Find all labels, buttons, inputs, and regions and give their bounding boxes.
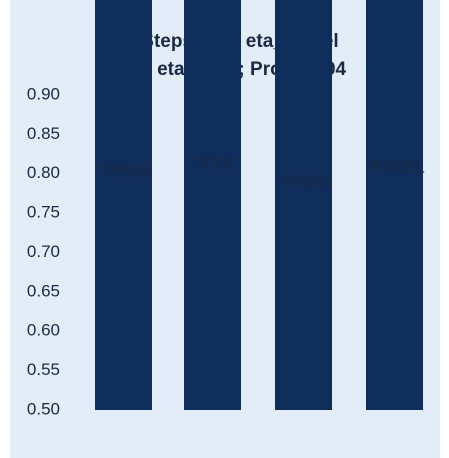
y-tick-label: 0.90 bbox=[27, 84, 60, 103]
category-label: RANS bbox=[283, 171, 330, 190]
y-tick-label: 0.60 bbox=[27, 321, 60, 340]
category-label: Meyne bbox=[101, 159, 152, 178]
y-tick-label: 0.80 bbox=[27, 163, 60, 182]
category-label: ITTC bbox=[197, 154, 235, 173]
bar-segment bbox=[95, 0, 152, 410]
y-tick-label: 0.65 bbox=[27, 281, 60, 300]
bar-segment bbox=[366, 0, 423, 410]
y-tick-label: 0.70 bbox=[27, 242, 60, 261]
y-tick-label: 0.85 bbox=[27, 124, 60, 143]
y-tick-label: 0.50 bbox=[27, 399, 60, 418]
category-label: PANEL bbox=[370, 157, 425, 176]
y-tick-label: 0.55 bbox=[27, 360, 60, 379]
bar-segment bbox=[184, 0, 241, 410]
y-tick-label: 0.75 bbox=[27, 203, 60, 222]
bar-segment bbox=[275, 0, 332, 410]
